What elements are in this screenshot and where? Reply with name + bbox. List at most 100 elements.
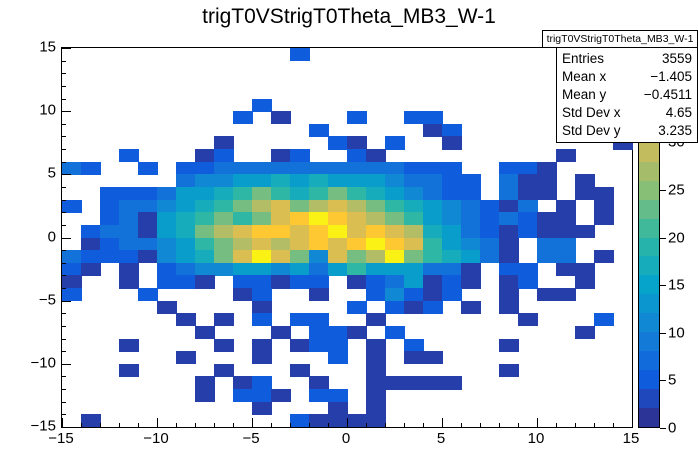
heatmap-cell	[404, 275, 424, 289]
heatmap-cell	[385, 250, 405, 264]
heatmap-cell	[328, 325, 348, 340]
heatmap-cell	[404, 237, 424, 251]
heatmap-cell	[423, 111, 443, 125]
heatmap-cell	[594, 212, 614, 226]
heatmap-cell	[366, 376, 386, 390]
x-tick	[480, 423, 481, 427]
heatmap-cell	[366, 363, 386, 377]
heatmap-cell	[81, 414, 101, 428]
heatmap-cell	[328, 161, 348, 175]
y-tick	[62, 338, 66, 340]
heatmap-cell	[100, 224, 120, 238]
heatmap-cell	[461, 275, 481, 289]
heatmap-cell	[271, 224, 291, 238]
heatmap-cell	[290, 174, 310, 188]
heatmap-cell	[537, 212, 557, 226]
x-tick	[461, 423, 462, 427]
heatmap-cell	[157, 186, 177, 201]
x-tick-label: 10	[527, 430, 545, 447]
heatmap-cell	[195, 161, 215, 175]
y-tick	[62, 60, 66, 62]
stats-box-body: Entries 3559 Mean x −1.405 Mean y −0.4511 Std …	[556, 48, 698, 143]
heatmap-cell	[252, 313, 272, 327]
heatmap-cell	[309, 250, 329, 264]
y-tick-label: −15	[30, 417, 56, 435]
y-tick	[62, 123, 66, 125]
stats-row-label: Mean y	[562, 87, 607, 102]
heatmap-cell	[366, 149, 386, 163]
x-tick	[442, 418, 443, 427]
heatmap-cell	[385, 136, 405, 150]
heatmap-cell	[290, 237, 310, 251]
y-tick	[62, 85, 66, 87]
heatmap-cell	[537, 250, 557, 264]
heatmap-cell	[328, 262, 348, 276]
y-tick	[62, 199, 66, 201]
heatmap-cell	[290, 48, 310, 62]
heatmap-cell	[442, 212, 462, 226]
y-tick	[62, 224, 66, 226]
heatmap-cell	[119, 237, 139, 251]
heatmap-cell	[594, 199, 614, 213]
heatmap-cell	[442, 161, 462, 175]
x-tick-label: −5	[242, 430, 260, 447]
y-tick	[62, 300, 71, 302]
heatmap-cell	[138, 212, 158, 226]
heatmap-cell	[233, 237, 253, 251]
x-tick	[290, 423, 291, 427]
heatmap-cell	[233, 288, 253, 302]
heatmap-cell	[594, 313, 614, 327]
heatmap	[62, 48, 633, 428]
heatmap-cell	[328, 174, 348, 188]
stats-row: Mean x −1.405	[557, 68, 697, 86]
heatmap-cell	[366, 414, 386, 428]
x-tick	[404, 423, 405, 427]
heatmap-cell	[195, 389, 215, 403]
heatmap-cell	[271, 262, 291, 276]
colorbar-band	[639, 255, 659, 276]
heatmap-cell	[62, 288, 82, 302]
heatmap-cell	[499, 338, 519, 352]
heatmap-cell	[347, 224, 367, 238]
heatmap-cell	[537, 174, 557, 188]
heatmap-cell	[328, 224, 348, 238]
heatmap-cell	[385, 300, 405, 314]
heatmap-cell	[499, 199, 519, 213]
heatmap-cell	[176, 199, 196, 213]
heatmap-cell	[423, 300, 443, 314]
heatmap-cell	[442, 237, 462, 251]
colorbar-band	[639, 180, 659, 200]
x-tick	[537, 418, 538, 427]
heatmap-cell	[271, 212, 291, 226]
colorbar-tick	[660, 285, 666, 287]
heatmap-cell	[423, 288, 443, 302]
x-tick	[119, 423, 120, 427]
x-tick	[385, 423, 386, 427]
heatmap-cell	[157, 300, 177, 314]
x-tick	[214, 423, 215, 427]
heatmap-cell	[119, 186, 139, 201]
heatmap-cell	[328, 389, 348, 403]
y-tick	[62, 174, 71, 176]
heatmap-cell	[423, 376, 443, 390]
heatmap-cell	[404, 174, 424, 188]
heatmap-cell	[423, 224, 443, 238]
heatmap-cell	[499, 262, 519, 276]
x-tick-label: −10	[143, 430, 169, 447]
x-tick	[100, 423, 101, 427]
heatmap-cell	[404, 300, 424, 314]
heatmap-cell	[138, 224, 158, 238]
heatmap-cell	[119, 275, 139, 289]
heatmap-cell	[518, 212, 538, 226]
heatmap-cell	[594, 250, 614, 264]
heatmap-cell	[423, 262, 443, 276]
heatmap-cell	[252, 250, 272, 264]
heatmap-cell	[252, 212, 272, 226]
colorbar-tick-label: 25	[668, 181, 685, 199]
heatmap-cell	[176, 275, 196, 289]
heatmap-cell	[252, 376, 272, 390]
heatmap-cell	[556, 212, 576, 226]
heatmap-cell	[176, 250, 196, 264]
heatmap-cell	[138, 186, 158, 201]
